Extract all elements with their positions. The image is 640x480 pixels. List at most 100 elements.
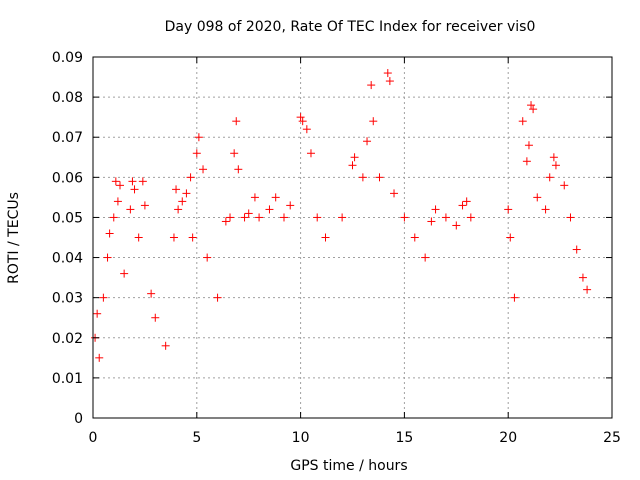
data-point	[313, 213, 322, 222]
data-point	[375, 173, 384, 182]
y-tick-label: 0.06	[52, 170, 83, 186]
data-point	[421, 253, 430, 262]
data-point	[194, 133, 203, 142]
data-point	[506, 233, 515, 242]
data-point	[452, 221, 461, 230]
data-point	[321, 233, 330, 242]
data-point	[188, 233, 197, 242]
data-point	[549, 153, 558, 162]
data-point	[458, 201, 467, 210]
data-point	[363, 137, 372, 146]
data-point	[578, 273, 587, 282]
data-point	[524, 141, 533, 150]
data-point	[95, 353, 104, 362]
data-point	[221, 217, 230, 226]
data-point	[566, 213, 575, 222]
y-tick-label: 0.07	[52, 130, 83, 146]
data-point	[178, 197, 187, 206]
data-point	[302, 125, 311, 134]
data-point	[172, 185, 181, 194]
data-point	[192, 149, 201, 158]
data-point	[551, 161, 560, 170]
data-point	[169, 233, 178, 242]
data-point	[358, 173, 367, 182]
data-point	[541, 205, 550, 214]
data-point	[348, 161, 357, 170]
data-point	[518, 117, 527, 126]
data-point	[174, 205, 183, 214]
data-point	[545, 173, 554, 182]
x-tick-label: 5	[192, 430, 201, 446]
data-point	[400, 213, 409, 222]
x-tick-label: 0	[89, 430, 98, 446]
data-point	[203, 253, 212, 262]
x-tick-label: 10	[292, 430, 310, 446]
data-point	[134, 233, 143, 242]
data-point	[410, 233, 419, 242]
data-point	[232, 117, 241, 126]
data-point	[441, 213, 450, 222]
data-point	[186, 173, 195, 182]
data-point	[105, 229, 114, 238]
data-point	[390, 189, 399, 198]
data-point	[147, 289, 156, 298]
data-point	[296, 113, 305, 122]
data-point	[99, 293, 108, 302]
data-point	[234, 165, 243, 174]
data-point	[466, 213, 475, 222]
y-tick-label: 0.05	[52, 210, 83, 226]
x-tick-label: 25	[603, 430, 621, 446]
data-point	[286, 201, 295, 210]
data-point	[93, 309, 102, 318]
data-point	[306, 149, 315, 158]
data-point	[182, 189, 191, 198]
data-point	[265, 205, 274, 214]
data-point	[138, 177, 147, 186]
x-tick-label: 20	[499, 430, 517, 446]
data-point	[115, 181, 124, 190]
data-point	[255, 213, 264, 222]
y-tick-label: 0	[74, 411, 83, 427]
data-point	[279, 213, 288, 222]
plot-frame	[92, 56, 613, 419]
data-point	[583, 285, 592, 294]
data-points	[91, 69, 592, 362]
y-tick-label: 0.03	[52, 291, 83, 307]
data-point	[128, 177, 137, 186]
data-point	[510, 293, 519, 302]
y-tick-label: 0.08	[52, 90, 83, 106]
data-point	[367, 81, 376, 90]
data-point	[271, 193, 280, 202]
data-point	[462, 197, 471, 206]
data-point	[560, 181, 569, 190]
data-point	[161, 341, 170, 350]
data-point	[244, 209, 253, 218]
data-point	[109, 213, 118, 222]
data-point	[199, 165, 208, 174]
y-tick-label: 0.02	[52, 331, 83, 347]
data-point	[213, 293, 222, 302]
data-point	[230, 149, 239, 158]
data-point	[140, 201, 149, 210]
data-point	[385, 77, 394, 86]
data-point	[533, 193, 542, 202]
x-tick-label: 15	[395, 430, 413, 446]
data-point	[250, 193, 259, 202]
data-point	[369, 117, 378, 126]
tick-labels: 0 5 10 15 20 25 0 0.01 0.02 0.03 0.04 0.05 0.06 0.07 0…	[52, 50, 621, 446]
data-point	[226, 213, 235, 222]
grid-layer	[93, 57, 612, 418]
data-point	[522, 157, 531, 166]
data-point	[383, 69, 392, 78]
y-tick-label: 0.04	[52, 251, 83, 267]
data-point	[240, 213, 249, 222]
data-point	[103, 253, 112, 262]
y-axis-title: ROTI / TECUs	[6, 192, 22, 284]
data-point	[126, 205, 135, 214]
data-point	[338, 213, 347, 222]
data-point	[427, 217, 436, 226]
data-point	[151, 313, 160, 322]
x-axis-title: GPS time / hours	[290, 458, 407, 474]
data-point	[527, 101, 536, 110]
